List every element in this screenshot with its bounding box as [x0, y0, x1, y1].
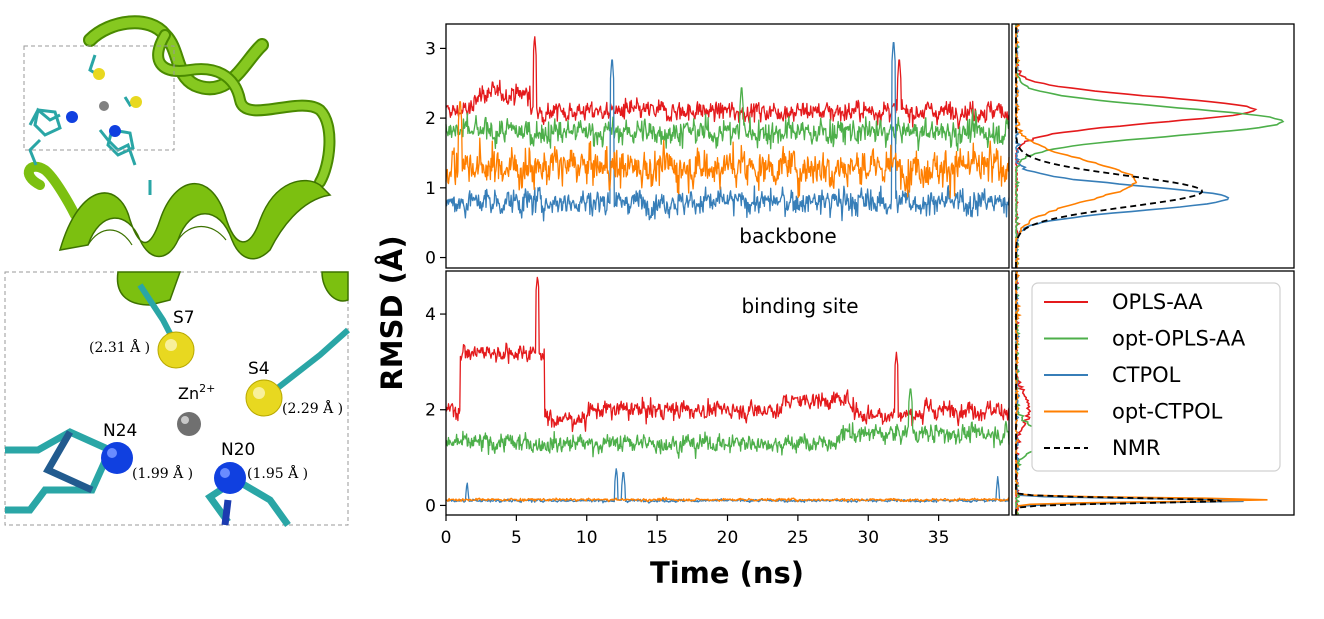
backbone-panel: 0 1 2 3 backbone [425, 23, 1010, 269]
protein-overview-image [23, 15, 336, 260]
distribution-nmr [1015, 271, 1222, 515]
distribution-ctpol [1014, 23, 1230, 269]
protein-structure-panel: S7 (2.31 Å ) S4 (2.29 Å ) Zn2+ N24 (1.99… [4, 15, 350, 528]
atom-label-n20: N20 [221, 440, 255, 460]
binding-site-panel: 0 2 4 binding site [425, 270, 1010, 516]
legend-label: opt-CTPOL [1112, 400, 1223, 424]
y-axis-label: RMSD (Å) [375, 235, 409, 390]
x-tick-label: 35 [928, 528, 950, 548]
rmsd-chart: 0 1 2 3 backbone 0 2 4 binding site 0 5 10 15 20 2… [375, 23, 1295, 590]
distribution-opt-ctpol [1014, 23, 1138, 269]
distribution-opls-aa [1014, 24, 1258, 268]
backbone-plot-frame [445, 23, 1010, 269]
legend-label: OPLS-AA [1112, 290, 1203, 314]
series-line-opt-ctpol [445, 496, 1010, 503]
y-tick-label: 4 [425, 305, 436, 325]
atom-label-zn: Zn2+ [178, 382, 215, 403]
distance-s7: (2.31 Å ) [89, 338, 150, 356]
zn-charge: 2+ [199, 382, 215, 395]
binding-site-distribution-curves [1014, 270, 1268, 516]
distance-n20: (1.95 Å ) [247, 464, 308, 482]
legend-box [1031, 282, 1281, 472]
series-line-ctpol [445, 41, 1010, 222]
atom-label-s7: S7 [173, 308, 195, 328]
binding-site-plot-frame [445, 270, 1010, 516]
series-line-opls-aa [445, 36, 1010, 130]
distance-s4: (2.29 Å ) [282, 399, 343, 417]
series-line-opt-ctpol [445, 101, 1010, 199]
x-tick-label: 10 [576, 528, 598, 548]
y-tick-label: 3 [425, 39, 436, 59]
legend-label: NMR [1112, 436, 1160, 460]
zn-symbol: Zn [178, 384, 199, 403]
distribution-opt-opls-aa [1014, 23, 1285, 268]
binding-site-panel-label: binding site [741, 294, 858, 318]
binding-site-distribution-panel [1011, 270, 1295, 516]
backbone-panel-label: backbone [739, 224, 836, 248]
series-line-opls-aa [445, 276, 1010, 433]
x-tick-label: 20 [717, 528, 739, 548]
backbone-distribution-frame [1011, 23, 1295, 269]
legend: OPLS-AA opt-OPLS-AA CTPOL opt-CTPOL NMR [1031, 282, 1281, 472]
atom-label-n24: N24 [103, 421, 137, 441]
binding-site-series-group [445, 276, 1010, 504]
backbone-distribution-panel [1011, 23, 1295, 269]
series-line-opt-opls-aa [445, 388, 1010, 460]
y-tick-label: 0 [425, 496, 436, 516]
y-tick-label: 0 [425, 249, 436, 269]
legend-label: opt-OPLS-AA [1112, 327, 1246, 351]
series-line-ctpol [445, 468, 1010, 504]
x-tick-label: 5 [511, 528, 522, 548]
x-axis-label: Time (ns) [650, 556, 804, 590]
y-tick-label: 2 [425, 109, 436, 129]
y-tick-label: 1 [425, 179, 436, 199]
distance-n24: (1.99 Å ) [132, 464, 193, 482]
backbone-y-ticks: 0 1 2 3 [425, 39, 446, 269]
y-tick-label: 2 [425, 401, 436, 421]
backbone-series-group [445, 36, 1010, 222]
distribution-opls-aa [1014, 271, 1032, 516]
binding-site-y-ticks: 0 2 4 [425, 305, 446, 516]
x-tick-label: 0 [441, 528, 452, 548]
x-tick-label: 25 [787, 528, 809, 548]
binding-site-distribution-frame [1011, 270, 1295, 516]
legend-label: CTPOL [1112, 363, 1181, 387]
binding-site-zoom-image: S7 (2.31 Å ) S4 (2.29 Å ) Zn2+ N24 (1.99… [4, 271, 350, 528]
backbone-distribution-curves [1014, 23, 1285, 269]
distribution-nmr [1015, 24, 1204, 268]
series-line-opt-opls-aa [445, 87, 1010, 152]
x-tick-label: 15 [646, 528, 668, 548]
x-tick-label: 30 [857, 528, 879, 548]
x-axis-ticks: 0 5 10 15 20 25 30 35 [441, 515, 950, 548]
atom-label-s4: S4 [248, 359, 270, 379]
distribution-opt-ctpol [1014, 270, 1268, 516]
